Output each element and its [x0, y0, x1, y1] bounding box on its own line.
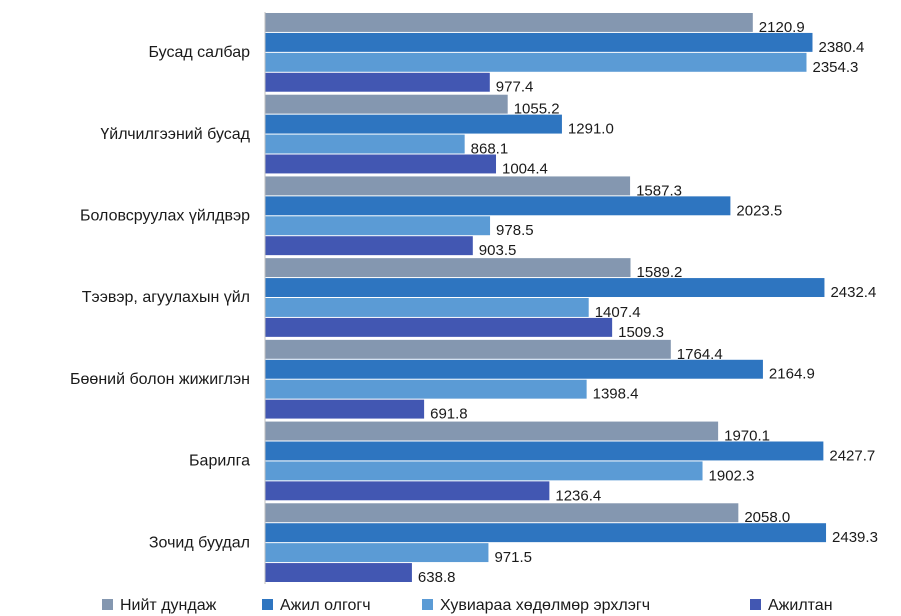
bar [265, 176, 631, 196]
data-label: 2120.9 [759, 19, 805, 36]
bar [265, 563, 412, 582]
data-label: 1509.3 [618, 324, 664, 341]
data-label: 2023.5 [736, 202, 782, 219]
bar [265, 339, 671, 359]
bar [265, 421, 719, 441]
data-label: 2354.3 [812, 59, 858, 76]
bar [265, 461, 703, 481]
bar [265, 216, 491, 236]
data-label: 2427.7 [829, 447, 875, 464]
category-label: Боловсруулах үйлдвэр [80, 208, 250, 225]
data-label: 2432.4 [830, 284, 876, 301]
data-label: 977.4 [496, 79, 534, 96]
bar [265, 134, 465, 154]
data-label: 971.5 [494, 549, 532, 566]
data-label: 978.5 [496, 222, 534, 239]
data-label: 1398.4 [593, 386, 639, 403]
category-label: Зочид буудал [149, 534, 250, 551]
data-label: 1589.2 [637, 264, 683, 281]
category-label: Барилга [189, 453, 250, 470]
bar [265, 278, 825, 297]
bar [265, 13, 753, 32]
data-label: 1236.4 [555, 487, 601, 504]
data-label: 1902.3 [709, 467, 755, 484]
data-label: 638.8 [418, 569, 456, 586]
bar [265, 523, 827, 543]
category-label: Тээвэр, агуулахын үйл [82, 289, 250, 306]
bar [265, 72, 490, 92]
bar [265, 441, 824, 461]
data-label: 691.8 [430, 406, 468, 423]
bar [265, 236, 473, 256]
bar [265, 258, 631, 278]
bar [265, 298, 589, 317]
bar [265, 317, 613, 337]
bar [265, 52, 807, 72]
data-label: 1004.4 [502, 160, 548, 177]
bar [265, 94, 508, 114]
bar [265, 379, 587, 399]
category-label: Бөөний болон жижиглэн [70, 371, 250, 388]
bar [265, 154, 497, 174]
legend-label: Ажил олгогч [280, 597, 371, 614]
data-label: 2380.4 [818, 39, 864, 56]
data-label: 1587.3 [636, 182, 682, 199]
data-label: 2439.3 [832, 529, 878, 546]
category-label: Бусад салбар [149, 44, 251, 61]
bar [265, 543, 489, 563]
data-label: 1970.1 [724, 427, 770, 444]
data-label: 1407.4 [595, 304, 641, 321]
bar [265, 481, 550, 501]
data-label: 2164.9 [769, 366, 815, 383]
bar [265, 114, 562, 134]
legend-label: Нийт дундаж [120, 597, 217, 614]
legend-label: Хувиараа хөдөлмөр эрхлэгч [440, 597, 650, 614]
legend-swatch [102, 599, 113, 610]
legend-swatch [262, 599, 273, 610]
data-label: 1291.0 [568, 121, 614, 138]
bar [265, 359, 763, 379]
bar [265, 399, 425, 419]
legend-label: Ажилтан [768, 597, 833, 614]
bar [265, 32, 813, 52]
legend-swatch [750, 599, 761, 610]
category-label: Үйлчилгээний бусад [100, 126, 250, 143]
data-label: 1764.4 [677, 346, 723, 363]
legend-swatch [422, 599, 433, 610]
data-label: 903.5 [479, 242, 517, 259]
bar [265, 196, 731, 216]
data-label: 1055.2 [514, 101, 560, 118]
data-label: 2058.0 [744, 509, 790, 526]
bar [265, 503, 739, 523]
data-label: 868.1 [471, 140, 509, 157]
